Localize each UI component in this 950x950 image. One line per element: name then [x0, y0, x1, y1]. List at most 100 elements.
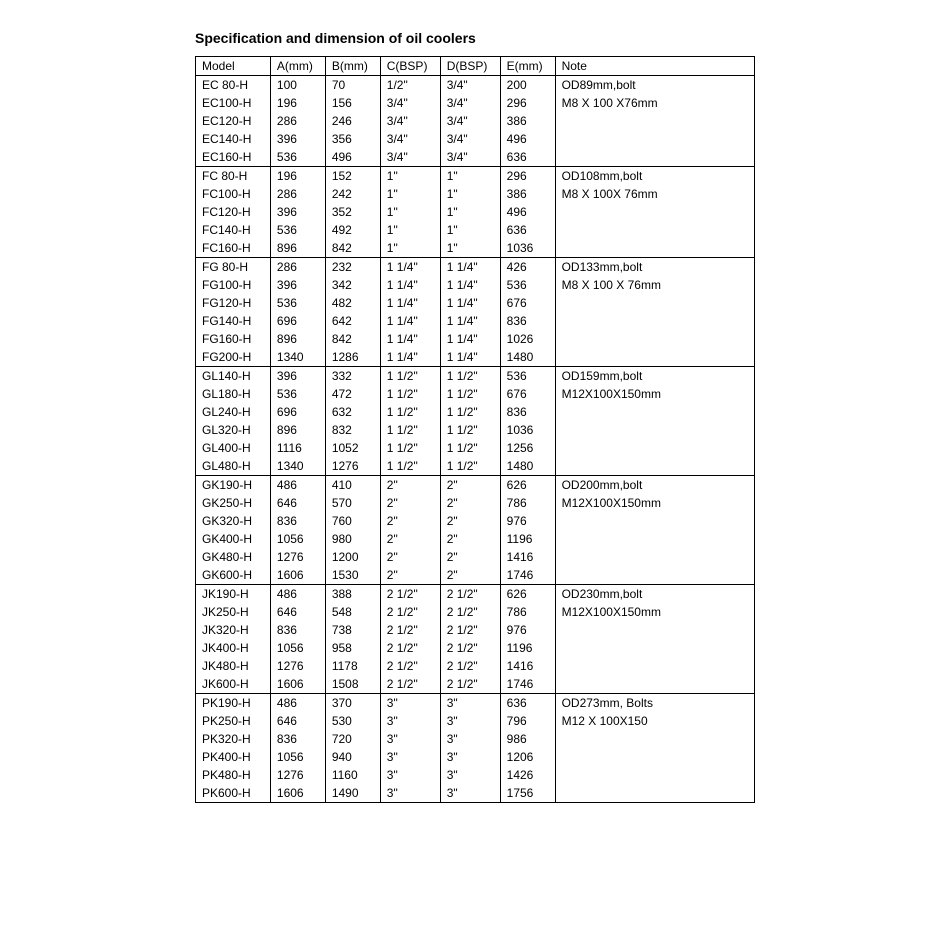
- table-cell: 636: [500, 148, 555, 167]
- note-cell: [555, 403, 754, 421]
- table-cell: 1340: [270, 348, 325, 367]
- table-cell: JK320-H: [196, 621, 271, 639]
- table-cell: 1 1/4": [380, 312, 440, 330]
- note-cell: [555, 766, 754, 784]
- table-cell: 342: [325, 276, 380, 294]
- table-cell: 396: [270, 276, 325, 294]
- table-cell: 1746: [500, 566, 555, 585]
- table-cell: 2": [440, 566, 500, 585]
- col-e: E(mm): [500, 57, 555, 76]
- table-cell: 1 1/4": [380, 276, 440, 294]
- table-cell: 676: [500, 294, 555, 312]
- table-row: FC140-H5364921"1"636: [196, 221, 755, 239]
- table-cell: 426: [500, 258, 555, 277]
- table-cell: 3": [380, 748, 440, 766]
- table-cell: 396: [270, 130, 325, 148]
- col-c: C(BSP): [380, 57, 440, 76]
- note-cell: [555, 621, 754, 639]
- table-cell: 1 1/2": [380, 385, 440, 403]
- table-cell: 1": [440, 167, 500, 186]
- note-cell: OD273mm, Bolts: [555, 694, 754, 713]
- page-title: Specification and dimension of oil coole…: [195, 30, 890, 46]
- table-cell: 1276: [270, 657, 325, 675]
- table-row: PK190-H4863703"3"636OD273mm, Bolts: [196, 694, 755, 713]
- table-cell: 296: [500, 167, 555, 186]
- note-cell: OD108mm,bolt: [555, 167, 754, 186]
- note-cell: [555, 239, 754, 258]
- table-cell: 896: [270, 330, 325, 348]
- table-cell: JK250-H: [196, 603, 271, 621]
- table-row: FC160-H8968421"1"1036: [196, 239, 755, 258]
- table-cell: 386: [500, 185, 555, 203]
- table-cell: FC100-H: [196, 185, 271, 203]
- table-cell: 1 1/2": [380, 439, 440, 457]
- table-cell: 1 1/2": [380, 457, 440, 476]
- note-cell: [555, 566, 754, 585]
- table-cell: 896: [270, 421, 325, 439]
- table-cell: 3": [380, 766, 440, 784]
- table-cell: 496: [325, 148, 380, 167]
- table-row: PK480-H127611603"3"1426: [196, 766, 755, 784]
- note-cell: M12X100X150mm: [555, 494, 754, 512]
- table-row: GK190-H4864102"2"626OD200mm,bolt: [196, 476, 755, 495]
- table-row: GK400-H10569802"2"1196: [196, 530, 755, 548]
- table-cell: 472: [325, 385, 380, 403]
- table-cell: 2": [440, 530, 500, 548]
- table-cell: 1 1/2": [440, 439, 500, 457]
- table-cell: JK190-H: [196, 585, 271, 604]
- table-cell: 1 1/4": [440, 330, 500, 348]
- col-a: A(mm): [270, 57, 325, 76]
- table-cell: 3": [440, 766, 500, 784]
- table-cell: 232: [325, 258, 380, 277]
- table-cell: 2 1/2": [440, 657, 500, 675]
- table-cell: 1 1/2": [440, 457, 500, 476]
- table-cell: 1 1/2": [440, 403, 500, 421]
- note-cell: [555, 639, 754, 657]
- table-cell: 1178: [325, 657, 380, 675]
- table-cell: GL480-H: [196, 457, 271, 476]
- table-cell: 836: [270, 730, 325, 748]
- table-cell: 738: [325, 621, 380, 639]
- table-cell: PK250-H: [196, 712, 271, 730]
- table-cell: 1746: [500, 675, 555, 694]
- table-row: JK190-H4863882 1/2"2 1/2"626OD230mm,bolt: [196, 585, 755, 604]
- table-header-row: Model A(mm) B(mm) C(BSP) D(BSP) E(mm) No…: [196, 57, 755, 76]
- table-row: GK320-H8367602"2"976: [196, 512, 755, 530]
- note-cell: [555, 748, 754, 766]
- table-cell: GK250-H: [196, 494, 271, 512]
- table-cell: 246: [325, 112, 380, 130]
- table-cell: 3/4": [440, 148, 500, 167]
- table-cell: 2": [380, 566, 440, 585]
- table-row: FC 80-H1961521"1"296OD108mm,bolt: [196, 167, 755, 186]
- table-cell: 3": [380, 784, 440, 803]
- note-cell: [555, 330, 754, 348]
- table-cell: 536: [500, 367, 555, 386]
- note-cell: [555, 439, 754, 457]
- table-cell: 396: [270, 203, 325, 221]
- table-cell: 396: [270, 367, 325, 386]
- table-cell: 548: [325, 603, 380, 621]
- table-cell: 1056: [270, 639, 325, 657]
- table-row: PK600-H160614903"3"1756: [196, 784, 755, 803]
- table-cell: 352: [325, 203, 380, 221]
- table-cell: FC160-H: [196, 239, 271, 258]
- table-row: GL140-H3963321 1/2"1 1/2"536OD159mm,bolt: [196, 367, 755, 386]
- table-cell: 836: [270, 621, 325, 639]
- table-cell: 486: [270, 585, 325, 604]
- note-cell: M12X100X150mm: [555, 603, 754, 621]
- note-cell: OD200mm,bolt: [555, 476, 754, 495]
- table-cell: 536: [270, 148, 325, 167]
- note-cell: [555, 784, 754, 803]
- table-cell: 1 1/2": [440, 367, 500, 386]
- table-cell: 242: [325, 185, 380, 203]
- table-cell: 676: [500, 385, 555, 403]
- table-cell: 1056: [270, 530, 325, 548]
- table-cell: 1508: [325, 675, 380, 694]
- table-cell: 896: [270, 239, 325, 258]
- note-cell: [555, 512, 754, 530]
- table-cell: 536: [270, 221, 325, 239]
- table-cell: 1606: [270, 784, 325, 803]
- table-cell: 836: [500, 403, 555, 421]
- table-cell: 370: [325, 694, 380, 713]
- table-row: FG100-H3963421 1/4"1 1/4"536M8 X 100 X 7…: [196, 276, 755, 294]
